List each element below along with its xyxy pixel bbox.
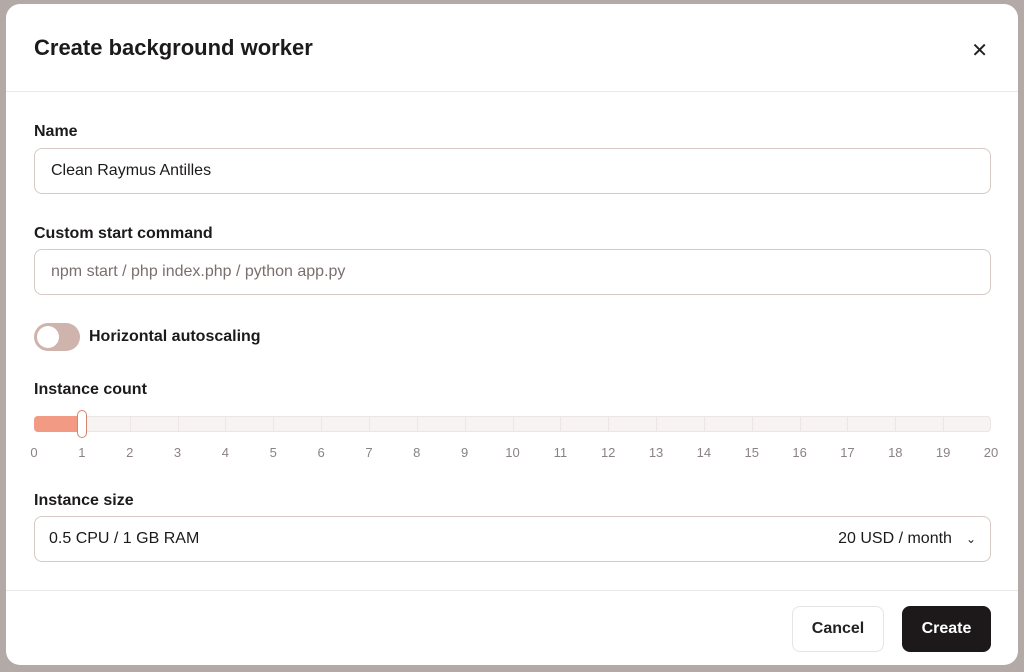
- create-button[interactable]: Create: [902, 606, 991, 652]
- slider-tick-mark: [512, 417, 514, 431]
- slider-tick-label: 6: [317, 445, 325, 460]
- name-value: Clean Raymus Antilles: [51, 162, 212, 179]
- slider-tick-mark: [225, 417, 227, 431]
- create-worker-dialog: Create background worker ✕ Name Clean Ra…: [6, 4, 1018, 665]
- slider-tick-label: 11: [553, 445, 568, 460]
- instance-size-label: Instance size: [34, 492, 134, 509]
- slider-tick-mark: [895, 417, 897, 431]
- slider-tick-label: 19: [935, 445, 951, 460]
- slider-tick-mark: [656, 417, 658, 431]
- slider-tick-mark: [321, 417, 323, 431]
- start-command-input[interactable]: npm start / php index.php / python app.p…: [34, 249, 991, 295]
- slider-tick-label: 4: [221, 445, 230, 460]
- slider-tick-label: 14: [696, 445, 712, 460]
- slider-tick-label: 8: [413, 445, 421, 460]
- name-label: Name: [34, 123, 78, 140]
- close-icon[interactable]: ✕: [971, 40, 988, 62]
- slider-tick-mark: [560, 417, 562, 431]
- slider-tick-label: 17: [840, 445, 855, 460]
- slider-tick-mark: [129, 417, 131, 431]
- slider-tick-mark: [703, 417, 705, 431]
- chevron-down-icon: ⌄: [965, 532, 976, 546]
- dialog-title: Create background worker: [34, 35, 313, 60]
- slider-tick-label: 10: [505, 445, 520, 460]
- slider-tick-label: 3: [173, 445, 182, 460]
- slider-tick-mark: [464, 417, 466, 431]
- slider-tick-mark: [177, 417, 179, 431]
- slider-tick-label: 15: [744, 445, 759, 460]
- dialog-footer: Cancel Create: [6, 590, 1018, 665]
- dialog-header: Create background worker ✕: [6, 4, 1018, 92]
- slider-tick-mark: [751, 417, 753, 431]
- slider-tick-mark: [368, 417, 370, 431]
- start-command-placeholder: npm start / php index.php / python app.p…: [51, 263, 346, 280]
- cancel-button[interactable]: Cancel: [792, 606, 884, 652]
- slider-tick-mark: [273, 417, 275, 431]
- slider-tick-label: 13: [648, 445, 664, 460]
- slider-tick-label: 0: [30, 445, 38, 460]
- instance-size-select[interactable]: 0.5 CPU / 1 GB RAM 20 USD / month ⌄: [34, 516, 991, 562]
- autoscaling-toggle[interactable]: [34, 323, 80, 351]
- slider-tick-label: 2: [126, 445, 134, 460]
- instance-size-value: 0.5 CPU / 1 GB RAM: [49, 530, 200, 547]
- slider-tick-label: 16: [792, 445, 807, 460]
- slider-tick-label: 20: [983, 445, 999, 460]
- slider-fill: [34, 416, 82, 432]
- slider-tick-label: 12: [600, 445, 616, 460]
- instance-size-price: 20 USD / month: [838, 530, 952, 547]
- name-input[interactable]: Clean Raymus Antilles: [34, 148, 991, 194]
- slider-tick-mark: [943, 417, 945, 431]
- slider-tick-label: 9: [461, 445, 469, 460]
- slider-tick-label: 7: [365, 445, 373, 460]
- slider-tick-mark: [608, 417, 610, 431]
- slider-tick-label: 5: [269, 445, 277, 460]
- slider-tick-label: 18: [888, 445, 903, 460]
- slider-tick-mark: [799, 417, 801, 431]
- autoscaling-label: Horizontal autoscaling: [89, 328, 261, 345]
- slider-tick-mark: [416, 417, 418, 431]
- slider-tick-mark: [847, 417, 849, 431]
- slider-thumb[interactable]: [76, 410, 87, 438]
- command-label: Custom start command: [34, 225, 213, 242]
- instance-count-label: Instance count: [34, 381, 147, 398]
- slider-tick-label: 1: [78, 445, 86, 460]
